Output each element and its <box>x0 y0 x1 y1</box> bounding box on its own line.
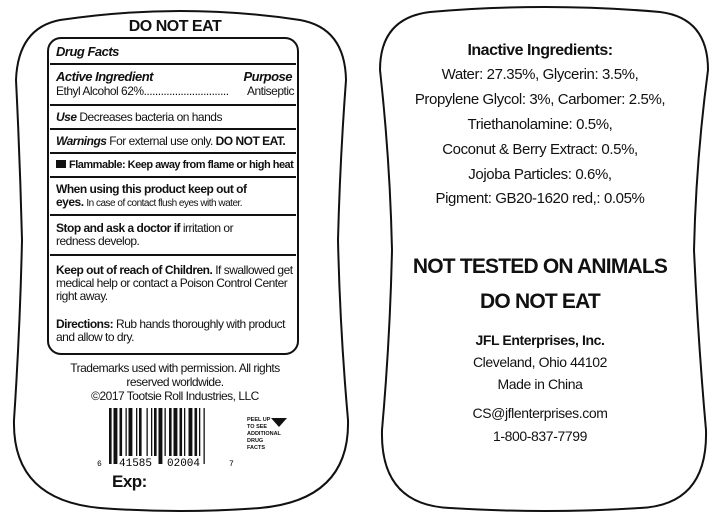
email: CS@jflenterprises.com <box>472 405 608 421</box>
peel-note-line: ADDITIONAL <box>247 431 281 437</box>
barcode-bar <box>199 408 201 456</box>
divider <box>50 128 296 130</box>
inactive-line: Propylene Glycol: 3%, Carbomer: 2.5%, <box>414 91 666 108</box>
barcode-bar <box>194 408 198 456</box>
barcode-bar <box>173 408 178 456</box>
barcode-bar <box>188 408 193 456</box>
barcode-bar <box>146 408 148 456</box>
use-label: Use <box>56 110 77 124</box>
inactive-title: Inactive Ingredients: <box>467 42 613 59</box>
warnings-line: Warnings For external use only. DO NOT E… <box>56 134 286 148</box>
active-ingredient: Ethyl Alcohol 62% <box>56 84 144 98</box>
inactive-line: Triethanolamine: 0.5%, <box>467 116 613 133</box>
peel-note-line: FACTS <box>247 445 266 451</box>
warnings-bold: DO NOT EAT. <box>215 134 286 148</box>
keep-line-1: Keep out of reach of Children. If swallo… <box>56 264 293 276</box>
keep-text-1: If swallowed get <box>215 263 293 277</box>
when-using-text: In case of contact flush eyes with water… <box>86 198 243 209</box>
stop-bold: Stop and ask a doctor if <box>56 221 181 235</box>
when-using-line-2: eyes. In case of contact flush eyes with… <box>56 195 243 210</box>
use-text: Decreases bacteria on hands <box>79 110 222 124</box>
warnings-label: Warnings <box>56 134 107 148</box>
barcode-bar <box>158 408 163 464</box>
keep-text-2: medical help or contact a Poison Control… <box>56 276 288 290</box>
barcode-check-digit: 7 <box>229 460 234 469</box>
inactive-line: Jojoba Particles: 0.6%, <box>468 166 612 183</box>
inactive-line: Pigment: GB20-1620 red,: 0.05% <box>435 190 645 207</box>
keep-bold: Keep out of reach of Children. <box>56 263 213 277</box>
directions-bold: Directions: <box>56 317 114 331</box>
divider <box>50 254 296 256</box>
barcode-bar <box>169 408 172 456</box>
front-header: DO NOT EAT <box>128 18 222 35</box>
when-using-bold: When using this product keep out of <box>56 182 247 196</box>
peel-note-line: TO SEE <box>247 424 268 430</box>
divider <box>50 63 296 65</box>
peel-note-line: DRUG <box>247 438 264 444</box>
trademark-line-2: reserved worldwide. <box>126 375 224 389</box>
purpose-heading: Purpose <box>243 69 292 84</box>
divider <box>50 176 296 178</box>
barcode-bar <box>154 408 157 456</box>
active-ingredient-heading: Active Ingredient <box>56 69 153 84</box>
stop-line-1: Stop and ask a doctor if irritation or <box>56 221 234 235</box>
origin: Made in China <box>497 376 583 392</box>
copyright: ©2017 Tootsie Roll Industries, LLC <box>91 389 259 403</box>
divider <box>50 152 296 154</box>
drug-facts-title: Drug Facts <box>56 44 119 59</box>
exp-label: Exp: <box>112 472 147 491</box>
stop-text-1: irritation or <box>182 221 234 235</box>
flammable-text: Flammable: Keep away from flame or high … <box>69 159 294 171</box>
barcode-right-digits: 02004 <box>167 458 200 470</box>
triangle-down-icon <box>271 418 287 427</box>
barcode-bar <box>164 408 166 456</box>
front-label-outline <box>12 10 350 512</box>
phone: 1-800-837-7799 <box>492 428 588 444</box>
divider <box>50 104 296 106</box>
inactive-line: Water: 27.35%, Glycerin: 3.5%, <box>441 66 639 83</box>
company-city: Cleveland, Ohio 44102 <box>472 354 608 370</box>
use-line: Use Decreases bacteria on hands <box>56 111 222 123</box>
purpose: Antiseptic <box>246 84 295 98</box>
keep-text-3: right away. <box>56 289 108 303</box>
barcode-bar <box>109 408 112 464</box>
inactive-line: Coconut & Berry Extract: 0.5%, <box>442 141 638 158</box>
barcode-bar <box>203 408 205 464</box>
warnings-text: For external use only. <box>109 134 213 148</box>
barcode-bar <box>128 408 133 456</box>
divider <box>50 214 296 216</box>
square-bullet-icon <box>56 160 66 168</box>
flammable-line: Flammable: Keep away from flame or high … <box>56 159 294 171</box>
company-name: JFL Enterprises, Inc. <box>475 332 605 348</box>
barcode-bar <box>125 408 127 456</box>
claim-not-tested: NOT TESTED ON ANIMALS <box>412 255 668 278</box>
trademark-line-1: Trademarks used with permission. All rig… <box>70 361 280 375</box>
barcode-bar <box>113 408 118 464</box>
directions-line-1: Directions: Rub hands thoroughly with pr… <box>56 318 285 330</box>
barcode-bar <box>179 408 183 456</box>
active-ingredient-row: Ethyl Alcohol 62% ......................… <box>56 84 295 98</box>
when-using-bold-2: eyes. <box>56 195 84 209</box>
peel-note: PEEL UP TO SEE ADDITIONAL DRUG FACTS <box>247 417 281 452</box>
drug-facts-box <box>47 37 299 355</box>
directions-text-1: Rub hands thoroughly with product <box>116 317 285 331</box>
back-label-outline <box>378 6 710 512</box>
peel-note-line: PEEL UP <box>247 417 271 423</box>
barcode-left-digits: 41585 <box>119 458 152 470</box>
barcode-bar <box>151 408 153 456</box>
barcode: 6 41585 02004 7 <box>97 408 234 470</box>
stop-text-2: redness develop. <box>56 234 140 248</box>
leader-dots: .............................. <box>143 85 230 97</box>
barcode-lead-digit: 6 <box>97 460 102 469</box>
claim-do-not-eat: DO NOT EAT <box>480 290 601 313</box>
barcode-bar <box>136 408 138 456</box>
barcode-bar <box>184 408 186 456</box>
barcode-bar <box>139 408 142 456</box>
barcode-bar <box>119 408 123 456</box>
directions-text-2: and allow to dry. <box>56 330 135 344</box>
